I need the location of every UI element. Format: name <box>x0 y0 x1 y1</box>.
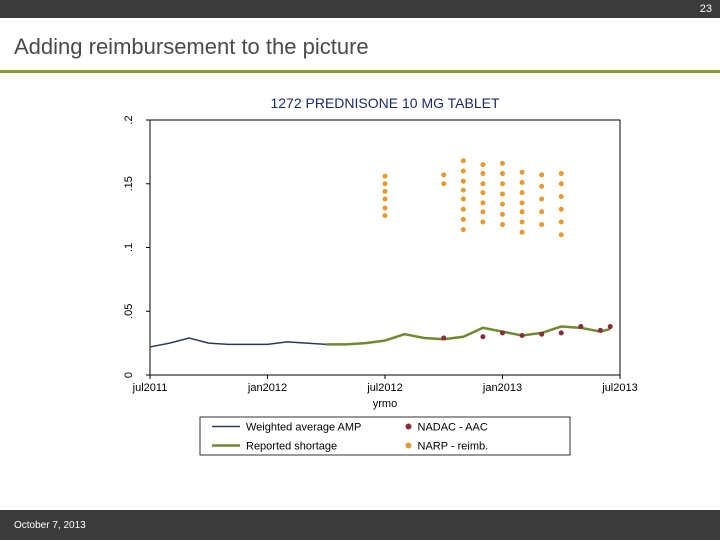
topbar: 23 <box>0 0 720 18</box>
slide-root: 23 Adding reimbursement to the picture 1… <box>0 0 720 540</box>
svg-text:NADAC - AAC: NADAC - AAC <box>418 422 488 434</box>
svg-text:0: 0 <box>123 372 135 378</box>
page-number: 23 <box>700 3 712 15</box>
svg-text:jul2011: jul2011 <box>132 382 168 394</box>
svg-text:jan2013: jan2013 <box>482 382 522 394</box>
svg-text:1272 PREDNISONE 10 MG TABLET: 1272 PREDNISONE 10 MG TABLET <box>270 95 499 111</box>
svg-text:.1: .1 <box>123 243 135 252</box>
chart-svg: 1272 PREDNISONE 10 MG TABLET 0 .05 .1 .15 .2 j… <box>80 90 640 470</box>
svg-text:Reported shortage: Reported shortage <box>246 441 337 453</box>
footer-date: October 7, 2013 <box>14 520 86 531</box>
chart-container: 1272 PREDNISONE 10 MG TABLET 0 .05 .1 .15 .2 j… <box>80 90 640 470</box>
svg-text:jul2012: jul2012 <box>366 382 402 394</box>
svg-text:.15: .15 <box>123 176 135 191</box>
footer-bar: October 7, 2013 <box>0 510 720 540</box>
svg-text:.05: .05 <box>123 304 135 319</box>
svg-text:jul2013: jul2013 <box>601 382 637 394</box>
svg-text:NARP - reimb.: NARP - reimb. <box>418 441 489 453</box>
svg-text:.2: .2 <box>123 115 135 124</box>
page-title: Adding reimbursement to the picture <box>14 34 369 60</box>
title-underline <box>0 70 720 73</box>
svg-text:jan2012: jan2012 <box>247 382 287 394</box>
svg-text:Weighted average AMP: Weighted average AMP <box>246 422 361 434</box>
svg-text:yrmo: yrmo <box>373 398 397 410</box>
